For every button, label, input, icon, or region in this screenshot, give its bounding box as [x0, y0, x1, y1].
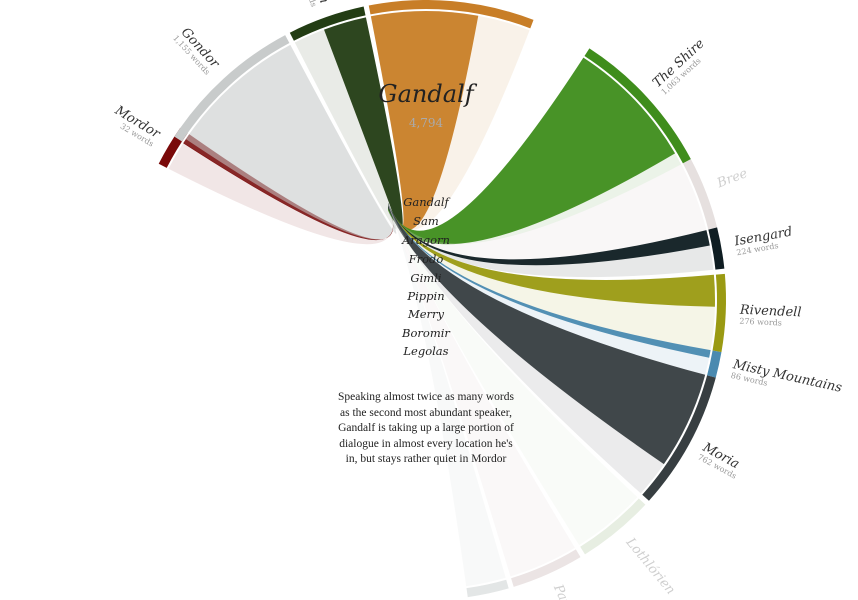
label-fangorn: Fangorn524 words — [296, 0, 332, 8]
arc-fangorn[interactable] — [289, 6, 366, 41]
location-name[interactable]: Bree — [714, 166, 750, 192]
arcs-layer — [158, 0, 726, 598]
ribbon-gandalf-moria[interactable] — [388, 203, 706, 465]
ribbon-gandalf-rivendell[interactable] — [388, 203, 715, 307]
character-pippin[interactable]: Pippin — [406, 289, 444, 303]
ribbon-bg-parth-galen — [388, 203, 575, 577]
ribbon-gandalf-the-shire[interactable] — [388, 57, 676, 245]
ribbon-bg-misty-mountains — [388, 203, 711, 375]
ribbon-bg-emyn-muil — [388, 203, 506, 587]
caption-text: Speaking almost twice as many words as t… — [338, 391, 514, 465]
ribbon-gandalf-fangorn[interactable] — [324, 17, 403, 230]
location-name[interactable]: Parth Galen — [550, 581, 596, 600]
location-name[interactable]: Lothlórien — [622, 535, 678, 598]
arc-the-shire[interactable] — [584, 48, 691, 164]
arc-moria[interactable] — [642, 375, 716, 501]
arc-isengard[interactable] — [708, 227, 725, 270]
label-lothlorien: Lothlórien — [622, 535, 678, 598]
arc-lothlorien[interactable] — [580, 498, 646, 555]
character-merry[interactable]: Merry — [407, 307, 445, 321]
character-frodo[interactable]: Frodo — [408, 252, 444, 266]
ribbon-bg-lothlorien — [388, 203, 638, 546]
arc-rivendell[interactable] — [712, 273, 726, 353]
arc-rohan[interactable] — [368, 0, 534, 29]
arc-misty-mountains[interactable] — [707, 350, 722, 378]
ribbons-layer — [168, 11, 715, 587]
character-legolas[interactable]: Legolas — [402, 344, 448, 358]
ribbon-gandalf-isengard[interactable] — [388, 203, 710, 266]
arc-parth-galen[interactable] — [511, 549, 581, 587]
arc-bree[interactable] — [682, 159, 718, 230]
character-list: Gandalf Sam Aragorn Frodo Gimli Pippin M… — [401, 195, 451, 358]
diagram-total: 4,794 — [409, 116, 444, 130]
character-aragorn[interactable]: Aragorn — [401, 233, 450, 247]
arc-gondor[interactable] — [174, 35, 290, 142]
ribbon-gandalf-rohan[interactable] — [370, 11, 479, 231]
location-words: 524 words — [296, 0, 319, 8]
ribbon-gandalf-gondor[interactable] — [185, 44, 397, 240]
character-boromir[interactable]: Boromir — [401, 326, 451, 340]
label-bree: Bree — [714, 166, 750, 192]
character-sam[interactable]: Sam — [413, 214, 439, 228]
location-name[interactable]: Rivendell — [739, 303, 802, 321]
ribbon-bg-bree — [388, 164, 707, 260]
arc-emyn-muil[interactable] — [466, 579, 509, 598]
diagram-title: Gandalf — [378, 80, 477, 108]
character-gimli[interactable]: Gimli — [410, 271, 441, 285]
location-words: 276 words — [739, 317, 782, 328]
label-parth-galen: Parth Galen — [550, 581, 596, 600]
ribbon-bg-rivendell — [388, 203, 715, 351]
character-gandalf[interactable]: Gandalf — [403, 195, 450, 209]
